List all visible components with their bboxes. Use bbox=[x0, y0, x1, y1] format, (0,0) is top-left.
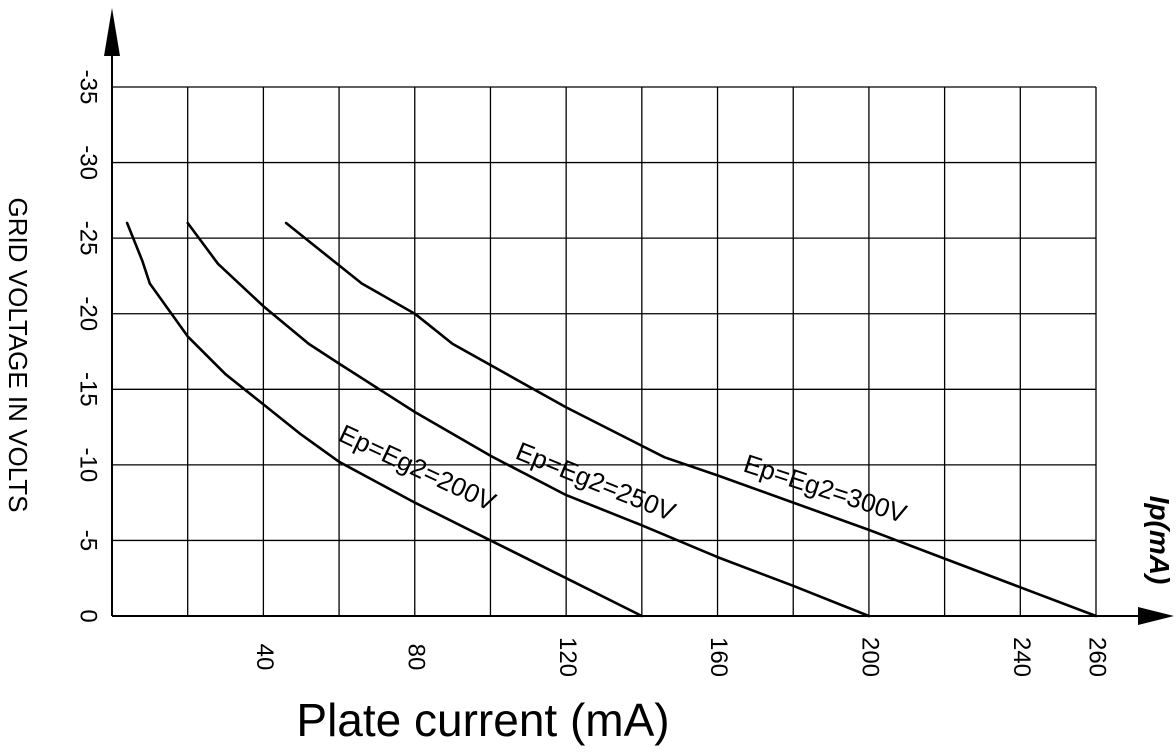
y-tick-label: -20 bbox=[75, 296, 102, 331]
x-tick-label: 260 bbox=[1084, 637, 1111, 677]
x-axis-title: Plate current (mA) bbox=[296, 694, 669, 746]
x-axis-arrow-icon bbox=[1138, 607, 1174, 625]
y-axis-title: GRID VOLTAGE IN VOLTS bbox=[3, 198, 33, 513]
plot-grid bbox=[112, 86, 1097, 616]
chart-axes bbox=[104, 8, 1174, 625]
x-tick-label: 40 bbox=[251, 644, 278, 671]
x-tick-labels: 40 80 120 160 200 240 260 bbox=[251, 637, 1111, 677]
series-curves bbox=[125, 221, 1098, 618]
y-tick-label: -30 bbox=[75, 145, 102, 180]
y-tick-labels: 0 -5 -10 -15 -20 -25 -30 -35 bbox=[75, 70, 102, 623]
y-axis-arrow-icon bbox=[104, 8, 120, 56]
y-tick-label: -10 bbox=[75, 448, 102, 483]
series-label-3: Ep=Eg2=300V bbox=[740, 448, 911, 529]
x-tick-label: 160 bbox=[705, 637, 732, 677]
x-tick-label: 200 bbox=[857, 637, 884, 677]
y-tick-label: -25 bbox=[75, 221, 102, 256]
series-line-1 bbox=[125, 221, 644, 618]
y-tick-label: 0 bbox=[75, 609, 102, 622]
series-label-1: Ep=Eg2=200V bbox=[334, 418, 501, 517]
series-line-3 bbox=[284, 221, 1098, 618]
y-tick-label: -5 bbox=[75, 530, 102, 551]
series-line-2 bbox=[186, 221, 871, 618]
x-axis-unit-label: Ip(mA) bbox=[1144, 496, 1175, 585]
y-tick-label: -15 bbox=[75, 372, 102, 407]
y-tick-label: -35 bbox=[75, 70, 102, 105]
series-label-2: Ep=Eg2=250V bbox=[512, 436, 681, 527]
x-tick-label: 240 bbox=[1008, 637, 1035, 677]
x-tick-label: 80 bbox=[402, 644, 429, 671]
x-tick-label: 120 bbox=[554, 637, 581, 677]
